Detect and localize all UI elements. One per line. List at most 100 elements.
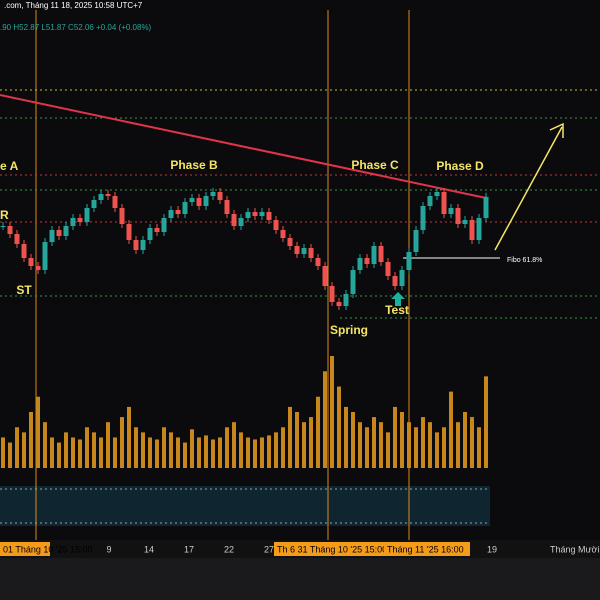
volume-bar	[442, 427, 446, 468]
phase-label: Phase C	[351, 158, 399, 172]
volume-bar	[449, 391, 453, 468]
candle	[413, 230, 419, 252]
volume-bar	[400, 412, 404, 468]
candle	[469, 220, 475, 240]
candle	[420, 206, 426, 230]
candle	[91, 200, 97, 208]
volume-bar	[225, 427, 229, 468]
volume-bar	[22, 432, 26, 468]
volume-bar	[190, 429, 194, 468]
x-tick-label: 22	[224, 544, 234, 554]
candle	[217, 192, 223, 200]
candle	[154, 228, 160, 232]
candle	[84, 208, 90, 222]
candle	[126, 224, 132, 240]
candle	[112, 196, 118, 208]
candle	[182, 202, 188, 214]
volume-bar	[365, 427, 369, 468]
trendline	[0, 94, 487, 199]
candle	[259, 212, 265, 216]
candle	[350, 270, 356, 294]
volume-bar	[344, 406, 348, 468]
x-tick-label: 17	[184, 544, 194, 554]
volume-bar	[456, 422, 460, 468]
candle	[161, 218, 167, 232]
volume-bar	[288, 406, 292, 468]
volume-bar	[113, 437, 117, 468]
levels	[0, 89, 600, 524]
volume-bar	[316, 396, 320, 468]
volume-bar	[484, 376, 488, 468]
volume-bar	[29, 412, 33, 468]
candle	[245, 212, 251, 218]
phase-label: e A	[0, 159, 19, 173]
candle	[427, 196, 433, 206]
volume-bar	[197, 437, 201, 468]
phase-label: Phase D	[436, 159, 484, 173]
volume-bar	[71, 437, 75, 468]
candle	[483, 196, 489, 218]
x-tick-label: 01 Tháng 10 '25 15:00	[3, 544, 93, 554]
volume-bar	[120, 417, 124, 468]
volume-bar	[99, 437, 103, 468]
volume-bar	[57, 442, 61, 468]
candle	[336, 302, 342, 306]
candle	[392, 276, 398, 286]
candle	[273, 220, 279, 230]
time-highlight	[0, 542, 50, 556]
candle	[399, 270, 405, 286]
volume-bar	[232, 422, 236, 468]
volume-bar	[218, 437, 222, 468]
candle	[462, 220, 468, 224]
time-highlight	[274, 542, 386, 556]
candle	[294, 246, 300, 254]
candle	[364, 258, 370, 264]
candle	[49, 230, 55, 242]
volume-bar	[372, 417, 376, 468]
phase-label: Phase B	[170, 158, 218, 172]
volume-bar	[302, 422, 306, 468]
arrow	[494, 122, 564, 251]
candle	[168, 210, 174, 218]
candle	[308, 248, 314, 258]
candle	[329, 286, 335, 302]
volume-bar	[435, 432, 439, 468]
candle	[133, 240, 139, 250]
volume-bar	[43, 422, 47, 468]
candle	[140, 240, 146, 250]
candle	[238, 218, 244, 226]
volume-bar	[183, 442, 187, 468]
oscillator-band	[0, 486, 490, 526]
volume-bar	[330, 356, 334, 468]
volume-bar	[267, 435, 271, 468]
volume-bar	[463, 412, 467, 468]
volume-bar	[358, 422, 362, 468]
candle	[448, 208, 454, 214]
candle	[315, 258, 321, 266]
x-tick-label: 27	[264, 544, 274, 554]
candle	[63, 226, 69, 236]
candle	[455, 208, 461, 224]
candle	[441, 192, 447, 214]
volume-bar	[323, 371, 327, 468]
candle	[266, 212, 272, 220]
candle	[119, 208, 125, 224]
event-label: R	[0, 208, 9, 222]
volume-bar	[127, 406, 131, 468]
time-highlight	[384, 542, 470, 556]
volume-bar	[407, 422, 411, 468]
test-arrow	[391, 292, 405, 306]
volume-bar	[78, 439, 82, 468]
volume-bar	[274, 432, 278, 468]
candle	[175, 210, 181, 214]
candle	[343, 294, 349, 306]
volume-bar	[50, 437, 54, 468]
candle	[378, 246, 384, 262]
volume-bar	[260, 437, 264, 468]
fibo-label: Fibo 61.8%	[507, 257, 542, 264]
candle	[301, 248, 307, 254]
volume-bar	[470, 417, 474, 468]
candle	[406, 252, 412, 270]
volume-bar	[295, 412, 299, 468]
